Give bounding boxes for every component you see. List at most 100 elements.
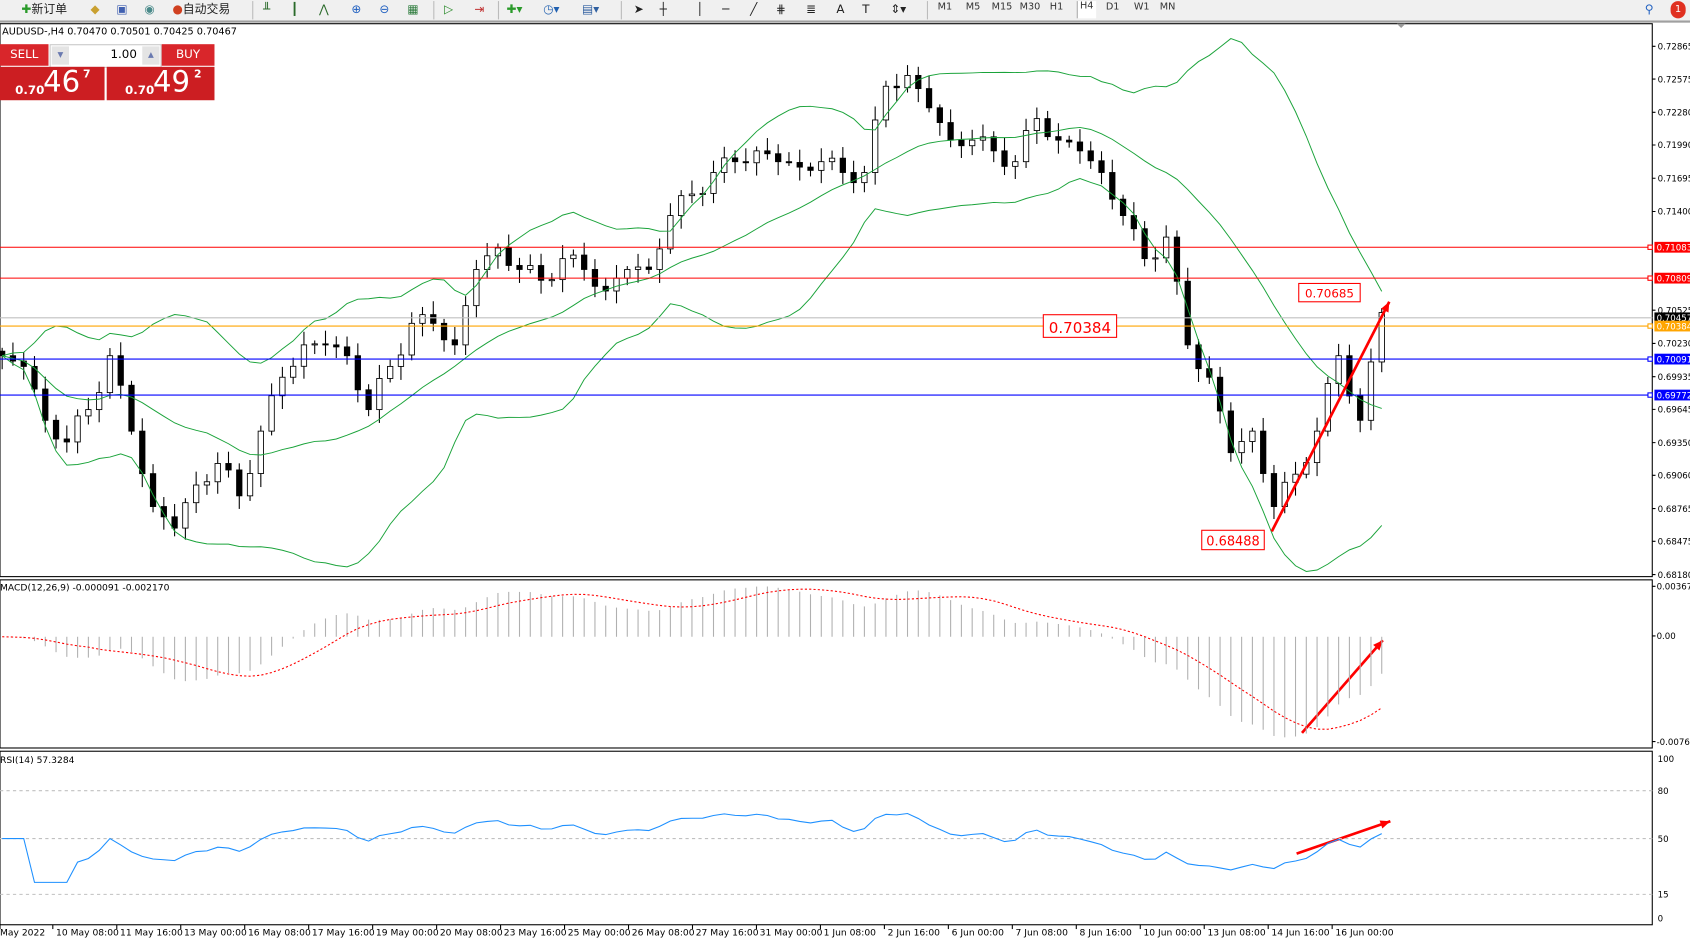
candle-body [1055,136,1062,141]
price-annotation-box [1298,282,1361,303]
candle-body [322,343,329,346]
candle-body [527,265,534,270]
candle-body [376,378,383,411]
price-annotation-label: 0.68488 [1206,534,1259,549]
timeframe-m15[interactable]: M15 [991,2,1013,13]
timeframe-w1[interactable]: W1 [1133,2,1150,13]
price-axis-label: 0.70525 [1658,306,1690,316]
zoom-in-icon[interactable]: ⊕ [351,2,362,17]
volume-up-icon[interactable]: ▲ [142,46,160,65]
macd-axis-label: 0.00367 [1657,583,1690,593]
sell-price[interactable]: 0.70 46 7 [0,66,105,101]
candle-body [1076,141,1084,152]
zoom-out-icon[interactable]: ⊖ [379,2,390,17]
candle-body [559,258,566,281]
candle-body [440,322,448,341]
level-handle [1647,275,1653,281]
autoscroll-icon[interactable]: ⇥ [474,2,485,17]
candle-body [31,365,38,390]
price-annotation-label: 0.70685 [1305,286,1354,300]
crosshair-icon[interactable]: ┼ [659,2,667,17]
candle-body [106,355,114,394]
volume-down-icon[interactable]: ▼ [51,46,69,65]
candle-body [753,150,760,164]
candle-body [451,339,458,346]
timeframe-d1[interactable]: D1 [1105,2,1120,13]
horizontal-line-icon[interactable]: ─ [722,2,730,17]
history-icon[interactable]: ◆ [90,2,100,17]
timeframe-m1[interactable]: M1 [937,2,953,13]
candle-body [1044,118,1051,138]
time-axis-label: 31 May 00:00 [759,927,823,939]
timeframe-m30[interactable]: M30 [1019,2,1041,13]
time-axis-label: 10 May 08:00 [56,927,119,939]
signals-icon[interactable]: ◉ [144,2,155,17]
chat-icon[interactable]: 1 [1670,1,1686,19]
candle-body [667,215,674,250]
candle-body [645,266,652,270]
candle-body [1249,430,1256,442]
candle-body [214,463,221,483]
candle-body [634,266,642,270]
candlestick-icon[interactable]: ┃ [291,2,299,17]
chart-shift-icon[interactable]: ▷ [444,2,454,17]
periods-icon[interactable]: ◷▾ [543,2,560,17]
buy-button[interactable]: BUY [161,44,215,66]
candle-body [1260,430,1267,474]
timeframe-mn[interactable]: MN [1159,2,1176,13]
chart-shift-marker [1396,23,1406,29]
candle-body [947,122,954,141]
time-axis-label: 23 May 16:00 [503,927,567,939]
price-annotation-box [1042,314,1118,338]
new-order-button[interactable]: ✚新订单 [21,2,68,17]
candle-body [85,409,92,417]
level-price-label: 0.69772 [1657,391,1690,401]
line-chart-icon[interactable]: ⋀ [319,2,329,17]
price-axis-label: 0.72280 [1658,109,1690,119]
auto-trading-button[interactable]: ●自动交易 [172,2,231,17]
level-handle [1647,244,1653,250]
channel-icon[interactable]: ≣ [806,2,817,17]
fibonacci-icon[interactable]: ⋕ [776,2,786,17]
text-icon[interactable]: A [836,2,845,17]
volume-input[interactable]: 1.00 [110,47,137,62]
candles [0,65,1385,540]
candle-body [1119,198,1127,217]
symbol-info: AUDUSD-,H4 0.70470 0.70501 0.70425 0.704… [2,26,237,38]
new-order-icon: ✚ [21,2,32,17]
indicators-icon[interactable]: ✚▾ [506,2,523,17]
macd-label: MACD(12,26,9) -0.000091 -0.002170 [0,583,170,594]
arrows-icon[interactable]: ⇕▾ [890,2,907,17]
candle-body [365,389,372,411]
tile-windows-icon[interactable]: ▦ [407,2,419,17]
vertical-line-icon[interactable]: │ [696,2,704,17]
candle-body [1184,280,1191,346]
timeframe-h4[interactable]: H4 [1076,1,1096,19]
time-axis-label: 1 Jun 08:00 [823,927,877,939]
timeframe-h1[interactable]: H1 [1049,2,1064,13]
bar-chart-icon[interactable]: ╨ [262,2,271,17]
candle-body [311,343,318,346]
candle-body [397,354,405,367]
candle-body [807,166,814,171]
buy-price[interactable]: 0.70 49 2 [106,66,215,101]
search-icon[interactable]: ⚲ [1644,2,1654,17]
volume-stepper[interactable]: ▼ 1.00 ▲ [49,44,162,68]
text-label-icon[interactable]: T [862,2,870,17]
trendline-icon[interactable]: ╱ [750,2,758,17]
timeframe-m5[interactable]: M5 [965,2,981,13]
rsi-axis-label: 50 [1658,835,1669,845]
templates-icon[interactable]: ▤▾ [582,2,600,17]
candle-body [290,365,297,378]
candle-body [990,136,997,152]
trend-arrow-macd-head [1373,640,1383,651]
time-axis-label: 7 Jun 08:00 [1015,927,1068,939]
cursor-icon[interactable]: ➤ [633,2,644,17]
candle-body [925,88,933,109]
navigator-icon[interactable]: ▣ [116,2,128,17]
candle-body [279,376,286,397]
sell-button[interactable]: SELL [0,44,49,66]
trend-arrow-main [1270,301,1391,532]
candle-body [257,430,264,474]
